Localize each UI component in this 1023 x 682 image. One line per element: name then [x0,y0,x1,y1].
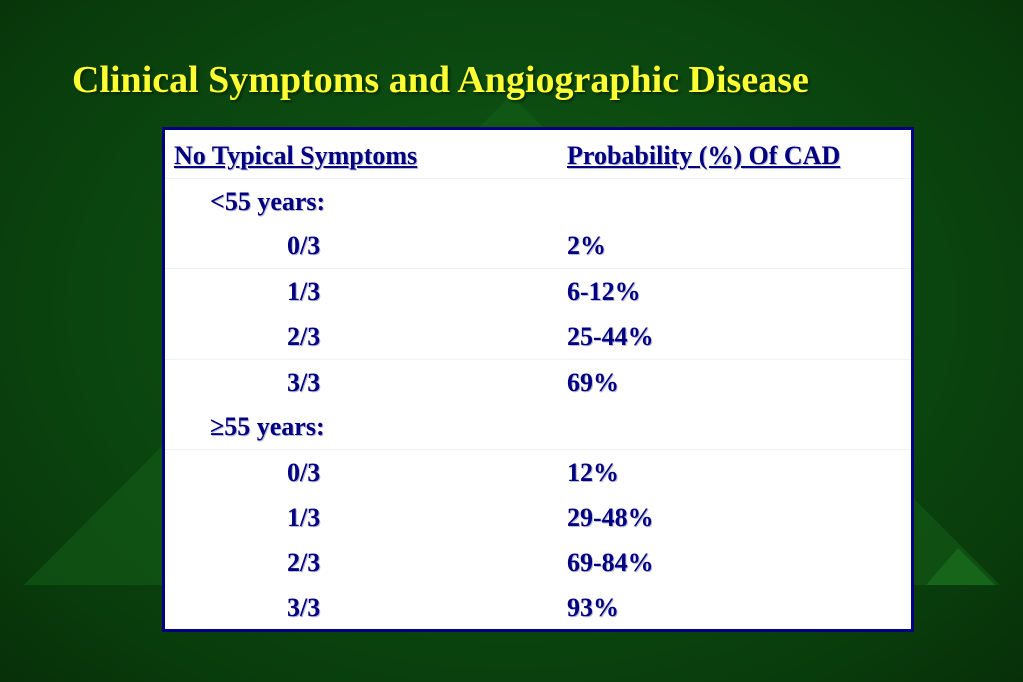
age-group-label: ≥55 years: [210,412,325,441]
probability-value: 2% [567,231,606,260]
symptom-count: 1/3 [287,277,321,306]
header-probability: Probability (%) Of CAD [567,141,841,170]
table-row: 3/3 69% [165,359,911,405]
slide-title: Clinical Symptoms and Angiographic Disea… [72,59,809,101]
table-header-row: No Typical Symptoms Probability (%) Of C… [165,133,911,178]
symptom-count: 2/3 [287,548,321,577]
symptom-count: 0/3 [287,458,321,487]
table-row: 0/3 2% [165,223,911,268]
symptom-count: 1/3 [287,503,321,532]
table-row: 2/3 25-44% [165,314,911,359]
symptom-count: 3/3 [287,368,321,397]
probability-value: 25-44% [567,322,654,351]
probability-table: No Typical Symptoms Probability (%) Of C… [162,127,914,632]
table-row: ≥55 years: [165,404,911,449]
symptom-count: 3/3 [287,593,321,622]
header-symptoms: No Typical Symptoms [174,141,418,170]
table-row: 0/3 12% [165,449,911,495]
table-row: 1/3 29-48% [165,495,911,540]
probability-value: 29-48% [567,503,654,532]
probability-value: 69% [567,368,619,397]
symptom-count: 0/3 [287,231,321,260]
table-row: <55 years: [165,178,911,224]
table-row: 1/3 6-12% [165,268,911,314]
table-row: 2/3 69-84% [165,540,911,585]
probability-value: 93% [567,593,619,622]
probability-value: 12% [567,458,619,487]
symptom-count: 2/3 [287,322,321,351]
probability-value: 6-12% [567,277,641,306]
probability-value: 69-84% [567,548,654,577]
age-group-label: <55 years: [210,187,326,216]
table-row: 3/3 93% [165,585,911,630]
background-triangle-small [926,548,995,585]
